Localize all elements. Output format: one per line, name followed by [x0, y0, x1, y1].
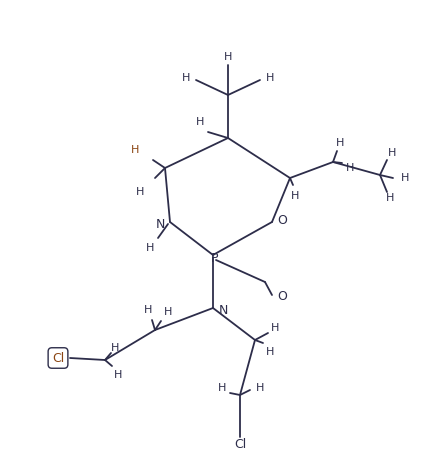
Text: H: H — [111, 343, 119, 353]
Text: P: P — [211, 253, 219, 265]
Text: H: H — [144, 305, 152, 315]
Text: H: H — [131, 145, 139, 155]
Text: H: H — [266, 347, 274, 357]
Text: H: H — [271, 323, 279, 333]
Text: H: H — [164, 307, 172, 317]
Text: H: H — [136, 187, 144, 197]
Text: N: N — [155, 218, 164, 230]
Text: O: O — [277, 213, 287, 227]
Text: H: H — [182, 73, 190, 83]
Text: H: H — [224, 52, 232, 62]
Text: N: N — [218, 303, 228, 317]
Text: H: H — [346, 163, 354, 173]
Text: O: O — [277, 290, 287, 303]
Text: H: H — [256, 383, 264, 393]
Text: H: H — [218, 383, 226, 393]
Text: H: H — [114, 370, 122, 380]
Text: H: H — [336, 138, 344, 148]
Text: H: H — [388, 148, 396, 158]
Text: H: H — [386, 193, 394, 203]
Text: Cl: Cl — [234, 438, 246, 452]
Text: H: H — [291, 191, 299, 201]
Text: H: H — [146, 243, 154, 253]
Text: H: H — [401, 173, 409, 183]
Text: H: H — [266, 73, 274, 83]
Text: H: H — [196, 117, 204, 127]
Text: Cl: Cl — [52, 352, 64, 364]
